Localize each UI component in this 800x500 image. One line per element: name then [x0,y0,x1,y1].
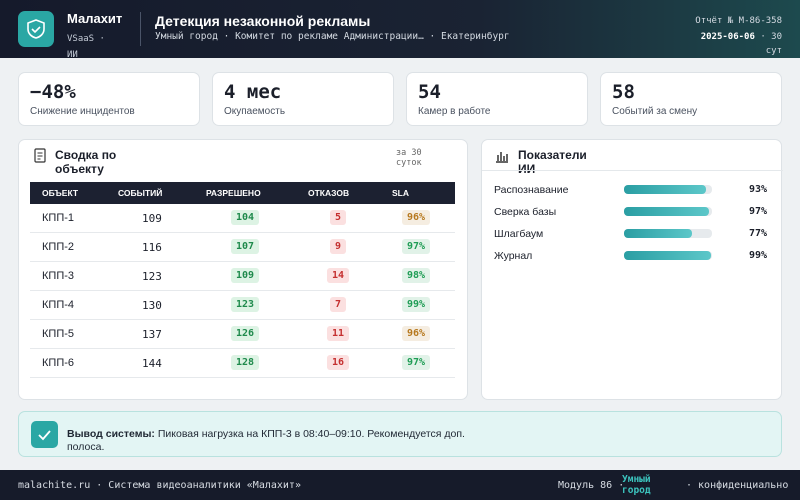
report-id: Отчёт № М-86-358 [695,16,782,26]
column-header: ОБЪЕКТ [42,188,79,198]
object: КПП-3 [42,270,75,282]
logo [18,11,54,47]
rejected: 7 [330,297,347,312]
footer-right: · конфиденциально [686,480,789,491]
row [30,320,455,349]
title: Детекция незаконной рекламы [155,13,371,29]
subtitle: Умный город · Комитет по рекламе Админис… [155,31,510,42]
footer-module: Модуль 86 · [558,480,625,491]
footer-highlight: Умный город [622,474,651,496]
sla: 97% [402,355,431,370]
rejected: 11 [327,326,350,341]
date: 2025-06-06 [700,32,755,42]
footer-left: malachite.ru · Система видеоаналитики «М… [18,480,301,491]
row [30,291,455,320]
sla: 96% [402,326,431,341]
events: 123 [142,270,162,283]
metric-value: 99% [749,250,768,261]
callout-text: Вывод системы: Пиковая нагрузка на КПП-3… [67,428,487,454]
panel-title: Сводка по объекту [55,148,117,176]
row [30,349,455,378]
row [30,233,455,262]
kpi-label: Снижение инцидентов [30,106,135,117]
metric-bar [624,185,706,194]
metric-name: Журнал [494,250,533,262]
rejected: 9 [330,239,347,254]
header: Малахит VSaaS · ИИ Детекция незаконной р… [0,0,800,60]
kpi-value: 54 [418,81,441,103]
column-header: СОБЫТИЙ [118,188,163,198]
doc-icon [34,148,46,163]
table-header [30,182,455,204]
chart-icon [496,152,508,163]
object: КПП-6 [42,357,75,369]
kpi-label: Окупаемость [224,106,286,117]
kpi-label: Событий за смену [612,106,698,117]
metric-bar [624,229,692,238]
metric-name: Шлагбаум [494,228,544,240]
sla: 96% [402,210,431,225]
row [30,262,455,291]
logo-icon [27,19,45,39]
footer: malachite.ru · Система видеоаналитики «М… [0,470,800,500]
report-date: 2025-06-06 · 30 сут [687,30,782,58]
column-header: ОТКАЗОВ [308,188,350,198]
object: КПП-2 [42,241,75,253]
resolved: 123 [231,297,260,312]
object: КПП-4 [42,299,75,311]
rejected: 5 [330,210,347,225]
events: 116 [142,241,162,254]
callout-label: Вывод системы: [67,428,155,440]
column-header: SLA [392,188,409,198]
callout: Вывод системы: Пиковая нагрузка на КПП-3… [18,411,782,457]
kpi-label: Камер в работе [418,106,491,117]
rejected: 16 [327,355,350,370]
brand: Малахит [67,11,123,26]
events: 137 [142,328,162,341]
resolved: 107 [231,239,260,254]
metric-value: 93% [749,184,768,195]
panel-note: за 30 суток [396,148,422,168]
period: · 30 сут [760,32,782,56]
sla: 97% [402,239,431,254]
kpi-card: 58 Событий за смену [600,72,782,126]
metric-bar [624,251,712,260]
resolved: 128 [231,355,260,370]
resolved: 109 [231,268,260,283]
divider [482,170,783,171]
resolved: 104 [231,210,260,225]
kpi-value: −48% [30,81,76,103]
sla: 98% [402,268,431,283]
metric-name: Распознавание [494,184,569,196]
metric-value: 97% [749,206,768,217]
check-icon [31,421,58,448]
object: КПП-1 [42,212,75,224]
divider [140,12,141,46]
events: 109 [142,212,162,225]
metric-value: 77% [749,228,768,239]
kpi-card: −48% Снижение инцидентов [18,72,200,126]
metric-bar [624,207,710,216]
row [30,204,455,233]
ai-panel: Показатели ИИ [481,139,783,400]
column-header: РАЗРЕШЕНО [206,188,261,198]
brand-sub: VSaaS · ИИ [67,34,105,60]
rejected: 14 [327,268,350,283]
events: 144 [142,357,162,370]
events: 130 [142,299,162,312]
kpi-value: 4 мес [224,81,282,103]
kpi-value: 58 [612,81,635,103]
panel-title: Показатели ИИ [518,148,587,176]
resolved: 126 [231,326,260,341]
sla: 99% [402,297,431,312]
object: КПП-5 [42,328,75,340]
metric-name: Сверка базы [494,206,557,218]
kpi-card: 4 мес Окупаемость [212,72,394,126]
callout-body: Пиковая нагрузка на КПП-3 в 08:40–09:10.… [67,428,465,453]
kpi-card: 54 Камер в работе [406,72,588,126]
